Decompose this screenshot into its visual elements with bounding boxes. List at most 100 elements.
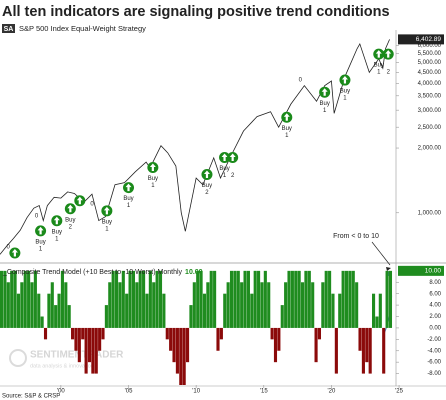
trend-bar <box>74 327 78 351</box>
watermark-logo <box>9 349 27 367</box>
buy-label: Buy <box>219 166 229 172</box>
trend-bar <box>175 327 179 374</box>
trend-bar <box>33 270 37 328</box>
trend-bar <box>182 327 186 385</box>
trend-bar <box>290 270 294 328</box>
y-tick-label: -6.00 <box>427 360 441 366</box>
y-tick-label: 2,000.00 <box>418 146 442 152</box>
buy-label: Buy <box>65 217 75 223</box>
trend-bar <box>114 270 119 328</box>
trend-bar <box>131 270 136 328</box>
buy-number: 1 <box>55 236 59 242</box>
trend-bar <box>81 327 85 340</box>
trend-bar <box>219 327 223 340</box>
y-tick-label: 5,000.00 <box>418 60 442 66</box>
trend-bar <box>321 282 325 328</box>
trend-bar <box>162 293 166 328</box>
trend-bar <box>253 270 257 328</box>
trend-bar <box>331 293 335 328</box>
badge: SA <box>4 26 14 33</box>
trend-bar <box>361 327 365 374</box>
buy-arrow <box>37 226 44 235</box>
trend-bar <box>54 305 58 328</box>
trend-bar <box>240 282 244 328</box>
trend-bar <box>165 327 169 340</box>
buy-number: 1 <box>323 108 327 114</box>
buy-label: Buy <box>282 126 292 132</box>
marker-label: 0 <box>299 78 303 84</box>
trend-bar <box>388 270 393 328</box>
trend-bar <box>101 327 105 340</box>
trend-bar <box>297 270 301 328</box>
trend-bar <box>13 270 17 328</box>
trend-bar <box>98 327 102 351</box>
buy-label: Buy <box>52 229 62 235</box>
trend-bar <box>378 293 382 328</box>
buy-arrow <box>53 216 60 225</box>
buy-label: Buy <box>340 89 350 95</box>
trend-bar <box>37 293 41 328</box>
y-tick-label: -8.00 <box>427 371 441 377</box>
trend-bar <box>341 270 345 328</box>
trend-bar <box>280 305 284 328</box>
buy-label: Buy <box>319 101 329 107</box>
y-tick-label: 0.00 <box>429 326 441 332</box>
trend-bar <box>47 293 51 328</box>
trend-bar <box>294 270 298 328</box>
watermark-tagline: data analysis & innovation <box>30 363 94 369</box>
y-tick-label: 4,000.00 <box>418 81 442 87</box>
y-tick-label: 3,000.00 <box>418 108 442 114</box>
trend-bar <box>372 293 376 328</box>
watermark-name: SENTIMENTRADER <box>30 350 124 361</box>
trend-bar <box>60 270 64 328</box>
trend-bar <box>40 316 44 328</box>
buy-arrow <box>229 153 236 162</box>
buy-arrow <box>67 204 74 213</box>
trend-bar <box>135 282 139 328</box>
buy-arrow <box>341 76 348 84</box>
y-tick-label: 8.00 <box>429 280 441 286</box>
buy-number: 2 <box>205 190 209 196</box>
buy-arrow <box>203 170 210 179</box>
trend-bar <box>263 270 267 328</box>
trend-bar <box>226 282 230 328</box>
trend-bar <box>328 270 332 328</box>
buy-arrow <box>375 50 382 58</box>
trend-bar <box>67 305 71 328</box>
buy-number: 1 <box>377 70 381 76</box>
trend-bar <box>169 327 173 351</box>
trend-bar <box>104 305 108 328</box>
buy-arrow <box>149 163 156 171</box>
y-tick-label: 5,500.00 <box>418 51 442 57</box>
y-tick-label: 4,500.00 <box>418 70 442 76</box>
y-tick-label: 2.00 <box>429 314 441 320</box>
y-tick-label: -2.00 <box>427 337 441 343</box>
trend-bar <box>351 270 355 328</box>
trend-bar <box>108 282 112 328</box>
trend-bar <box>172 327 176 363</box>
buy-number: 1 <box>39 246 43 252</box>
trend-bar <box>365 327 369 363</box>
badge-box <box>2 24 15 33</box>
trend-bar <box>77 327 81 363</box>
trend-bar <box>375 316 379 328</box>
x-tick-label: '05 <box>125 389 133 395</box>
trend-bar <box>260 282 264 328</box>
buy-number: 1 <box>105 226 109 232</box>
trend-bar <box>233 270 237 328</box>
trend-bar <box>43 327 48 340</box>
trend-bar <box>311 282 315 328</box>
trend-bar <box>118 282 122 328</box>
buy-number: 2 <box>231 173 235 179</box>
trend-bar <box>192 282 196 328</box>
trend-bar <box>382 327 386 374</box>
price-line <box>0 39 390 255</box>
trend-bar <box>250 293 254 328</box>
trend-bar <box>300 282 305 328</box>
y-tick-label: 1,000.00 <box>418 210 442 216</box>
annotation-arrow <box>371 241 391 266</box>
trend-bar <box>223 293 227 328</box>
buy-number: 1 <box>151 183 155 189</box>
trend-bar <box>344 270 349 328</box>
buy-label: Buy <box>374 63 384 69</box>
